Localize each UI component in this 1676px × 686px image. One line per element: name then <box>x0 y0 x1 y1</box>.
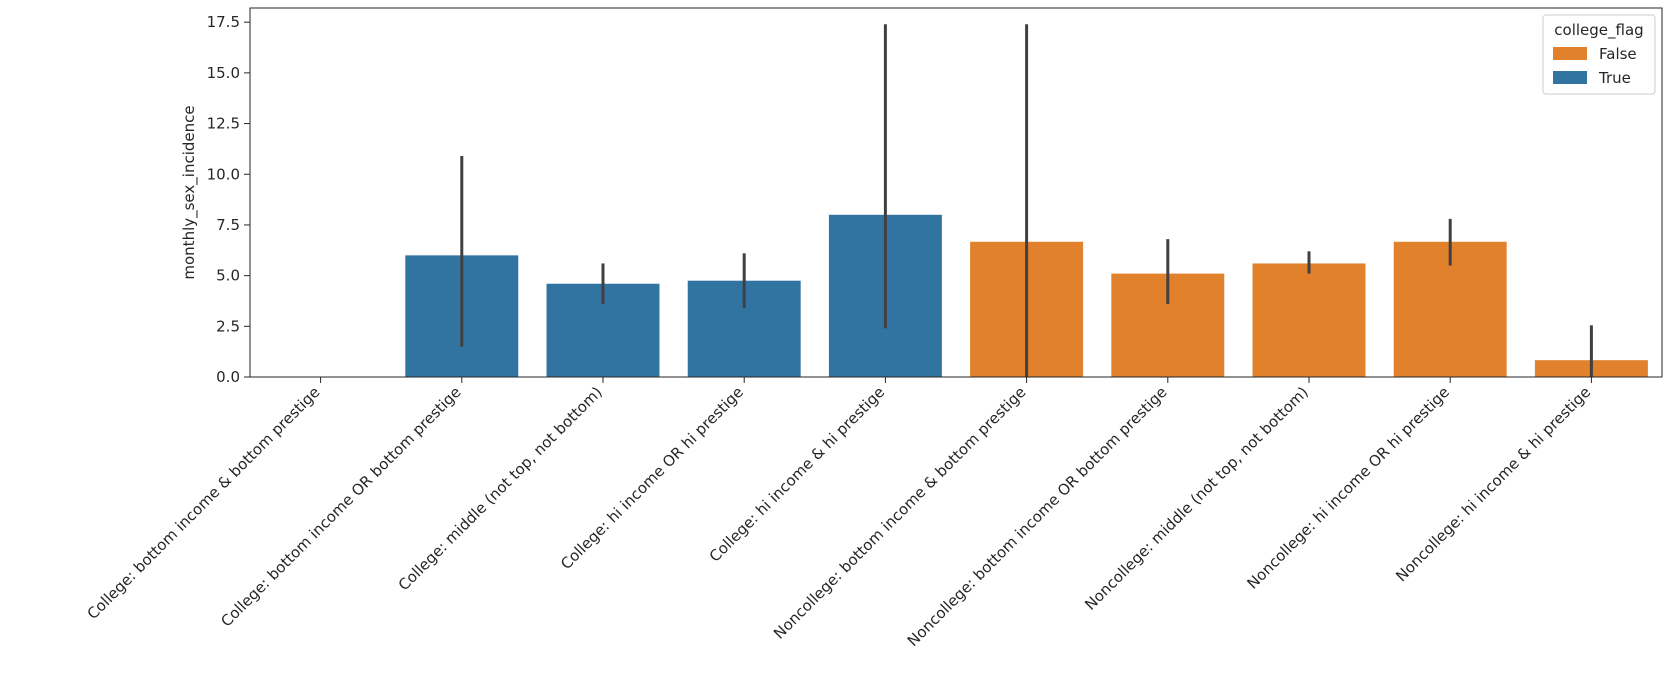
x-tick-label: Noncollege: bottom income OR bottom pres… <box>904 383 1171 650</box>
y-axis-label: monthly_sex_incidence <box>180 105 199 279</box>
x-tick-label: Noncollege: middle (not top, not bottom) <box>1081 383 1312 614</box>
legend: college_flag False True <box>1542 14 1656 95</box>
x-axis: College: bottom income & bottom prestige… <box>84 377 1594 650</box>
legend-swatch-true <box>1553 71 1587 84</box>
y-tick-label: 5.0 <box>216 267 240 285</box>
bar-false-7 <box>1252 263 1366 377</box>
x-tick-label: College: bottom income OR bottom prestig… <box>217 383 464 630</box>
y-tick-label: 2.5 <box>216 317 240 335</box>
y-tick-label: 10.0 <box>207 165 240 183</box>
x-tick-label: Noncollege: bottom income & bottom prest… <box>770 383 1029 642</box>
x-tick-label: College: bottom income & bottom prestige <box>84 383 324 623</box>
legend-swatch-false <box>1553 47 1587 60</box>
legend-label-true: True <box>1598 69 1631 87</box>
error-bars-group <box>460 24 1593 377</box>
y-tick-label: 17.5 <box>207 13 240 31</box>
y-tick-label: 15.0 <box>207 64 240 82</box>
legend-title: college_flag <box>1554 21 1643 40</box>
plot-frame <box>249 7 1663 378</box>
y-axis: 0.0 2.5 5.0 7.5 10.0 12.5 15.0 17.5 <box>207 13 250 386</box>
y-tick-label: 12.5 <box>207 115 240 133</box>
y-tick-label: 7.5 <box>216 216 240 234</box>
legend-label-false: False <box>1599 45 1637 63</box>
y-tick-label: 0.0 <box>216 368 240 386</box>
